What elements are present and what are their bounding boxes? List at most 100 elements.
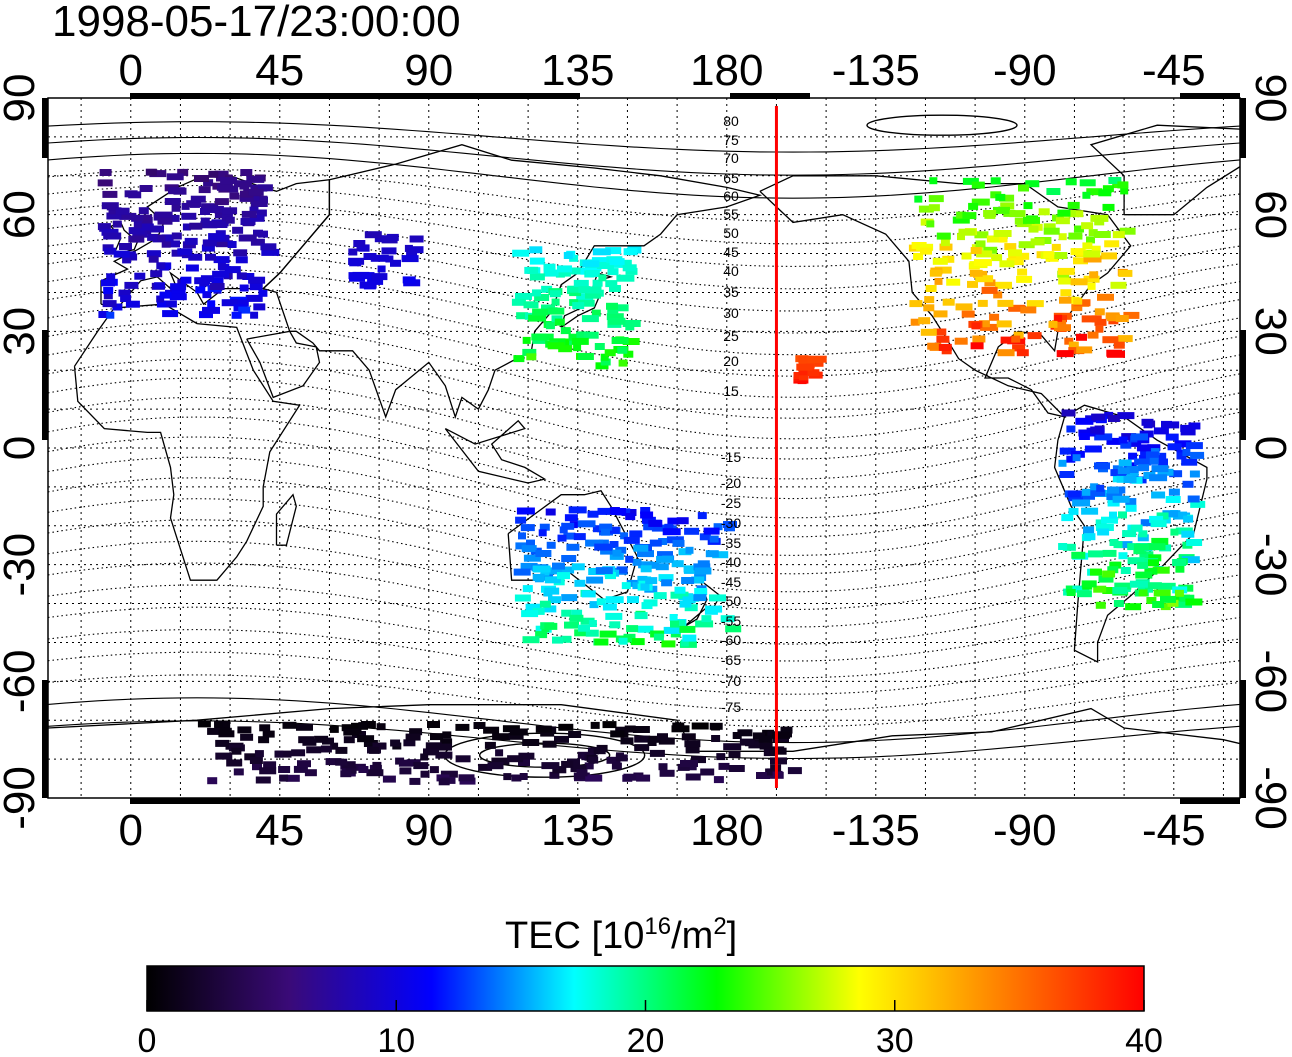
- tec-cell: [515, 292, 532, 300]
- tec-cell: [535, 550, 552, 557]
- tec-cell: [600, 358, 611, 366]
- tec-cell: [398, 759, 413, 767]
- tec-cell: [1060, 289, 1072, 297]
- tec-cell: [291, 749, 306, 757]
- tec-cell: [928, 195, 944, 203]
- tec-cell: [598, 539, 609, 547]
- tec-cell: [576, 331, 591, 339]
- tec-cell: [663, 626, 681, 634]
- tec-cell: [694, 588, 708, 595]
- tec-cell: [1058, 543, 1068, 550]
- tec-cell: [1187, 495, 1200, 503]
- tec-cell: [1072, 499, 1091, 507]
- tec-cell: [620, 737, 634, 745]
- tec-cell: [548, 307, 565, 315]
- tec-cell: [1068, 341, 1079, 349]
- tec-cell: [1120, 567, 1131, 574]
- tec-cell: [585, 774, 603, 782]
- tec-cell: [128, 191, 142, 199]
- tec-cell: [1118, 269, 1133, 277]
- tec-cell: [697, 560, 710, 568]
- magnetic-lat-label: 50: [723, 225, 739, 241]
- tec-cell: [112, 303, 123, 311]
- tec-cell: [203, 179, 214, 187]
- tec-cell: [543, 269, 559, 277]
- tec-cell: [1127, 557, 1145, 565]
- tec-cell: [1107, 314, 1121, 322]
- tec-cell: [657, 551, 673, 559]
- tec-cell: [608, 526, 620, 534]
- tec-cell: [567, 285, 585, 293]
- tec-cell: [377, 265, 386, 273]
- right-lat-label: -60: [1246, 650, 1292, 714]
- tec-cell: [645, 577, 658, 585]
- tec-cell: [1139, 551, 1154, 559]
- tec-cell: [1153, 427, 1169, 435]
- tec-cell: [525, 603, 542, 611]
- tec-cell: [605, 612, 623, 620]
- tec-cell: [278, 766, 291, 773]
- tec-cell: [214, 721, 231, 729]
- tec-cell: [561, 522, 575, 530]
- tec-cell: [340, 770, 352, 778]
- tec-cell: [748, 741, 764, 749]
- tec-cell: [245, 294, 263, 302]
- tec-cell: [780, 726, 793, 734]
- tec-cell: [561, 555, 577, 562]
- tec-cell: [148, 255, 159, 263]
- tec-cell: [248, 188, 264, 196]
- tec-cell: [219, 727, 232, 735]
- tec-cell: [1066, 589, 1076, 596]
- tec-cell: [156, 295, 165, 303]
- frame-bar: [130, 93, 430, 99]
- tec-cell: [678, 548, 692, 556]
- tec-cell: [529, 246, 543, 254]
- tec-cell: [1072, 585, 1090, 593]
- tec-cell: [1183, 515, 1194, 523]
- tec-cell: [235, 256, 248, 264]
- tec-cell: [756, 772, 770, 779]
- tec-cell: [212, 270, 230, 278]
- tec-cell: [1144, 567, 1158, 575]
- tec-cell: [691, 722, 709, 730]
- tec-cell: [229, 192, 240, 200]
- frame-bar: [1240, 98, 1246, 158]
- tec-cell: [1131, 433, 1148, 441]
- tec-cell: [544, 576, 561, 584]
- tec-cell: [341, 724, 352, 732]
- tec-cell: [658, 538, 668, 545]
- tec-cell: [1070, 278, 1088, 286]
- tec-cell: [700, 768, 715, 776]
- tec-cell: [585, 539, 604, 547]
- tec-cell: [385, 255, 394, 263]
- magnetic-latitude-labels: 80 75 70 65 60 55 50 45 40 35 30 25 20 15 -15 -20 -25 -30…: [721, 113, 741, 715]
- bottom-lon-label: -135: [832, 806, 920, 855]
- tec-cell: [409, 777, 421, 785]
- colorbar-tick-label: 30: [876, 1022, 914, 1057]
- tec-cell: [1066, 425, 1076, 433]
- tec-cell: [711, 735, 721, 742]
- tec-cell: [1146, 597, 1157, 604]
- tec-cell: [1112, 587, 1128, 594]
- tec-cell: [739, 738, 755, 746]
- tec-cell: [1106, 437, 1124, 445]
- tec-cell: [190, 195, 206, 203]
- tec-cell: [723, 521, 737, 528]
- tec-cell: [998, 235, 1008, 243]
- tec-cell: [649, 749, 665, 757]
- tec-cell: [705, 605, 723, 613]
- tec-cell: [1086, 236, 1095, 244]
- tec-cell: [991, 254, 1003, 262]
- tec-cell: [596, 262, 614, 269]
- tec-cell: [1182, 449, 1191, 456]
- tec-cell: [1131, 476, 1143, 484]
- tec-cell: [438, 778, 450, 786]
- tec-cell: [1095, 325, 1104, 333]
- tec-cell: [586, 286, 602, 294]
- top-lon-label: 0: [119, 46, 143, 95]
- tec-cell: [914, 195, 923, 203]
- tec-cell: [207, 727, 224, 735]
- tec-cell: [942, 298, 955, 306]
- tec-cell: [595, 362, 609, 370]
- tec-cell: [408, 246, 424, 254]
